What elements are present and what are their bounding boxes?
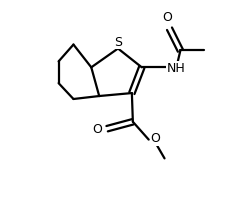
Text: S: S (114, 36, 122, 49)
Text: O: O (163, 11, 173, 24)
Text: O: O (92, 123, 102, 136)
Text: O: O (151, 132, 161, 145)
Text: NH: NH (167, 62, 185, 75)
